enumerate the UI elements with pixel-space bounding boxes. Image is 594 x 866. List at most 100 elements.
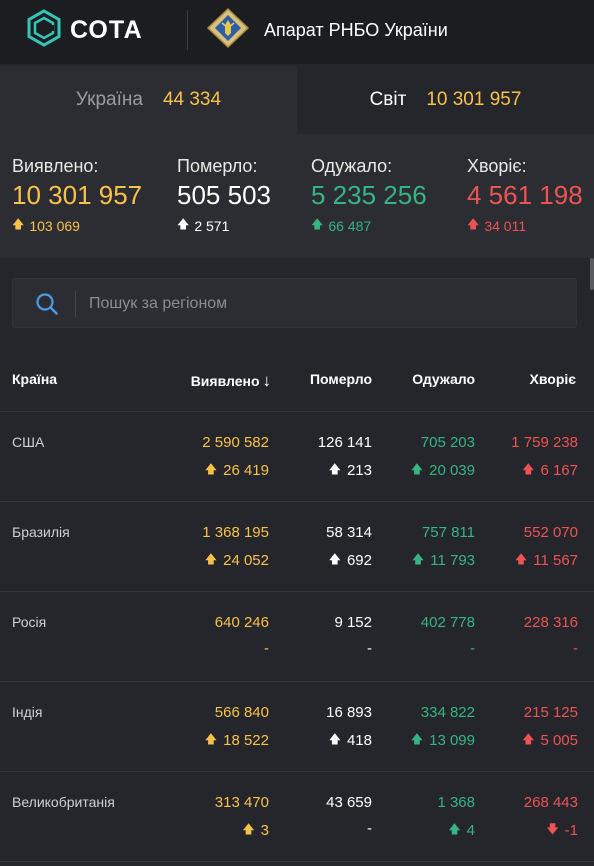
stat-detected: Виявлено: 10 301 957 🡅 103 069 [12, 156, 142, 236]
table-header: Країна Виявлено ↓ Померло Одужало Хворіє [0, 356, 594, 412]
arrow-up-icon: 🡅 [411, 552, 425, 566]
cases-delta-value: - [264, 640, 269, 657]
arrow-up-icon: 🡅 [204, 462, 218, 476]
column-header-country[interactable]: Країна [12, 371, 58, 387]
table-row[interactable]: Бразилія 1 368 195 🡅 24 052 58 314 🡅 692 7… [0, 502, 594, 592]
deaths-delta-value: 692 [346, 552, 372, 569]
active-delta-value: 6 167 [540, 462, 578, 479]
stat-sick-label: Хворіє: [467, 156, 527, 176]
active-value: 552 070 [523, 524, 578, 541]
recovered-delta-value: - [470, 640, 475, 657]
logo-text: СОТА [70, 15, 143, 44]
active-cell: 215 125 🡅 5 005 [522, 704, 578, 751]
recovered-delta-value: 20 039 [429, 462, 475, 479]
cases-delta-value: 3 [260, 822, 269, 839]
active-delta: 🡅 11 567 [515, 550, 578, 571]
arrow-up-icon: 🡅 [328, 732, 341, 746]
table-row[interactable]: Великобританія 313 470 🡅 3 43 659 - 1 368… [0, 772, 594, 862]
country-name: Індія [12, 704, 43, 720]
deaths-value: 43 659 [326, 794, 372, 811]
recovered-delta-value: 13 099 [429, 732, 475, 749]
recovered-delta: 🡅 11 793 [412, 550, 475, 571]
country-name: Бразилія [12, 524, 70, 540]
recovered-value: 757 811 [421, 524, 475, 541]
scrollbar-thumb[interactable] [590, 258, 594, 290]
arrow-down-icon: 🡇 [546, 822, 559, 836]
rnbo-link[interactable]: Апарат РНБО України [206, 7, 448, 53]
stat-detected-delta: 🡅 103 069 [12, 215, 142, 236]
stat-sick-value: 4 561 198 [467, 180, 583, 210]
active-delta-value: 5 005 [540, 732, 578, 749]
header-divider [187, 10, 188, 50]
arrow-up-icon: 🡅 [522, 462, 535, 476]
active-cell: 552 070 🡅 11 567 [515, 524, 578, 571]
stat-died-value: 505 503 [177, 180, 271, 210]
country-name: Великобританія [12, 794, 115, 810]
table-row[interactable]: Росія 640 246 - 9 152 - 402 778 - 228 31… [0, 592, 594, 682]
country-table: США 2 590 582 🡅 26 419 126 141 🡅 213 705 2… [0, 412, 594, 862]
deaths-delta-value: - [367, 820, 372, 837]
arrow-up-icon: 🡅 [328, 552, 341, 566]
deaths-value: 58 314 [326, 524, 372, 541]
search-icon[interactable] [35, 292, 59, 321]
active-delta: - [524, 640, 578, 657]
stat-sick: Хворіє: 4 561 198 🡅 34 011 [467, 156, 583, 236]
cases-cell: 313 470 🡅 3 [215, 794, 269, 841]
active-cell: 228 316 - [524, 614, 578, 657]
tab-world[interactable]: Світ 10 301 957 [297, 66, 594, 134]
rnbo-emblem-icon [206, 7, 250, 53]
search-box [12, 278, 577, 328]
active-delta: 🡇 -1 [524, 820, 578, 841]
deaths-value: 126 141 [317, 434, 372, 451]
column-header-deaths[interactable]: Померло [309, 371, 372, 387]
cases-value: 2 590 582 [202, 434, 269, 451]
column-header-active[interactable]: Хворіє [529, 371, 576, 387]
active-value: 228 316 [523, 614, 578, 631]
tab-world-value: 10 301 957 [426, 89, 522, 110]
recovered-value: 402 778 [420, 614, 475, 631]
active-value: 268 443 [523, 794, 578, 811]
deaths-delta-value: 213 [346, 462, 372, 479]
recovered-delta: 🡅 4 [437, 820, 475, 841]
recovered-cell: 757 811 🡅 11 793 [412, 524, 475, 571]
recovered-delta: - [421, 640, 475, 657]
deaths-cell: 58 314 🡅 692 [326, 524, 372, 571]
arrow-up-icon: 🡅 [12, 217, 25, 231]
recovered-delta: 🡅 20 039 [411, 460, 475, 481]
rnbo-title: Апарат РНБО України [264, 19, 448, 40]
recovered-delta-value: 4 [466, 822, 475, 839]
cases-cell: 2 590 582 🡅 26 419 [202, 434, 269, 481]
cases-delta: 🡅 18 522 [205, 730, 269, 751]
table-row[interactable]: США 2 590 582 🡅 26 419 126 141 🡅 213 705 2… [0, 412, 594, 502]
cases-delta-value: 18 522 [223, 732, 269, 749]
recovered-cell: 334 822 🡅 13 099 [411, 704, 475, 751]
tab-ukraine[interactable]: Україна 44 334 [0, 66, 297, 134]
active-cell: 1 759 238 🡅 6 167 [511, 434, 578, 481]
recovered-value: 1 368 [437, 794, 475, 811]
arrow-up-icon: 🡅 [311, 217, 324, 231]
table-row[interactable]: Індія 566 840 🡅 18 522 16 893 🡅 418 334 82… [0, 682, 594, 772]
column-header-recovered[interactable]: Одужало [412, 371, 475, 387]
active-delta: 🡅 6 167 [511, 460, 578, 481]
deaths-cell: 126 141 🡅 213 [318, 434, 372, 481]
recovered-cell: 402 778 - [421, 614, 475, 657]
arrow-up-icon: 🡅 [177, 217, 190, 231]
stat-detected-label: Виявлено: [12, 156, 99, 176]
stat-sick-delta-value: 34 011 [484, 217, 527, 234]
active-delta-value: 11 567 [533, 552, 578, 569]
cases-delta: 🡅 24 052 [202, 550, 269, 571]
search-input[interactable] [89, 291, 559, 317]
cases-cell: 640 246 - [215, 614, 269, 657]
cases-delta: 🡅 3 [215, 820, 269, 841]
cota-logo[interactable]: СОТА [26, 8, 143, 49]
country-name: Росія [12, 614, 47, 630]
cases-cell: 1 368 195 🡅 24 052 [202, 524, 269, 571]
arrow-up-icon: 🡅 [514, 552, 528, 566]
deaths-value: 16 893 [326, 704, 372, 721]
arrow-up-icon: 🡅 [204, 552, 218, 566]
column-header-cases[interactable]: Виявлено ↓ [191, 371, 271, 391]
cases-delta-value: 26 419 [223, 462, 269, 479]
region-tabs: Україна 44 334 Світ 10 301 957 [0, 66, 594, 134]
stat-detected-delta-value: 103 069 [29, 217, 80, 234]
cases-value: 313 470 [214, 794, 269, 811]
